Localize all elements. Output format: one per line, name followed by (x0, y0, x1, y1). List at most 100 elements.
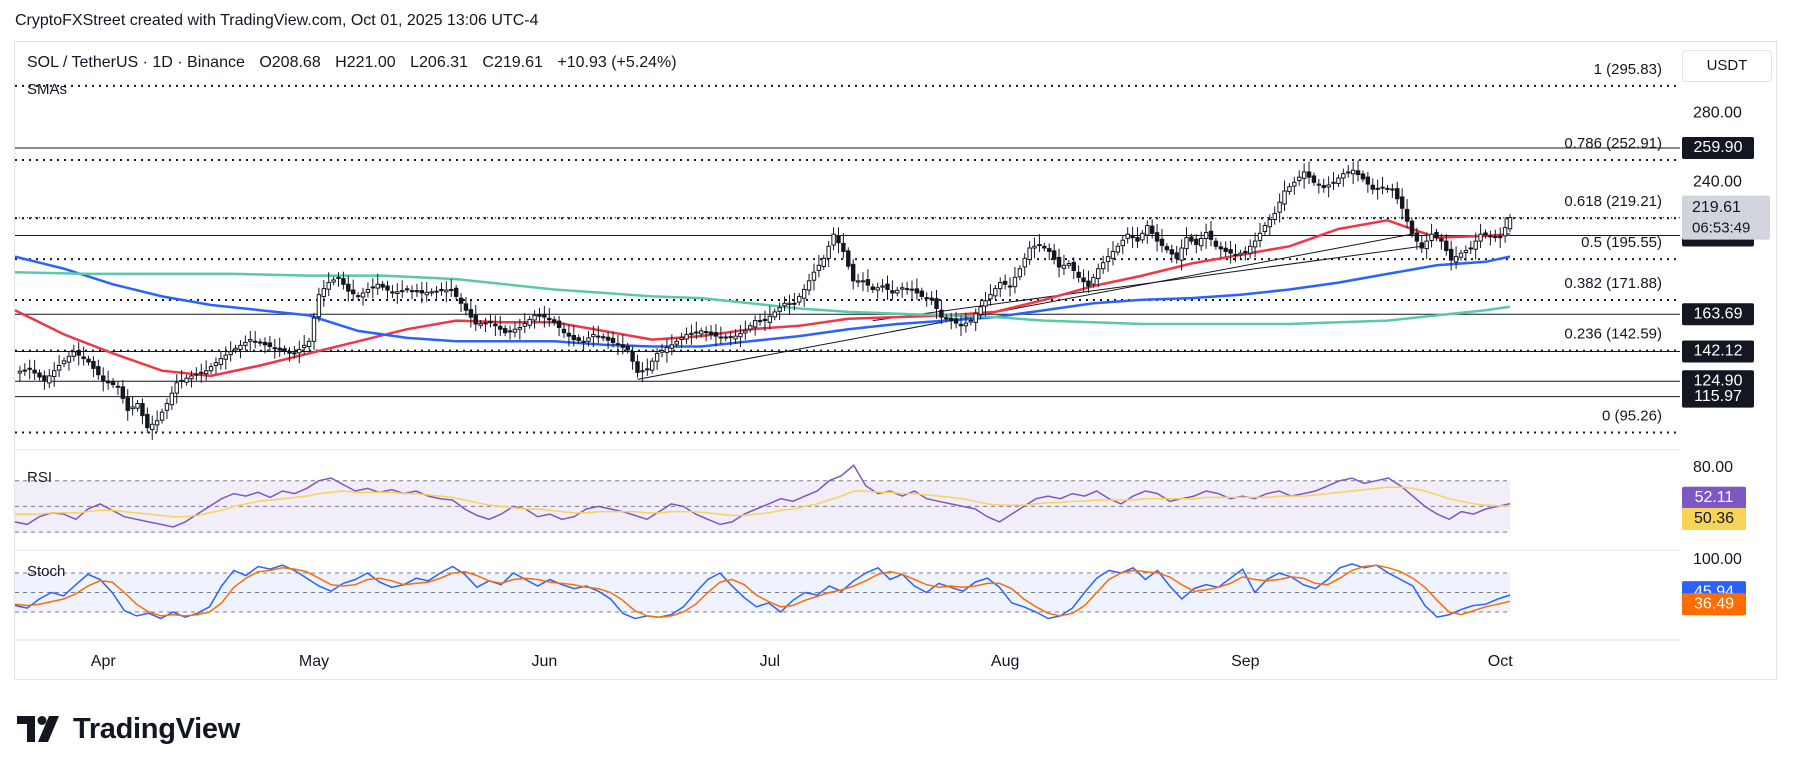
candle-body (326, 282, 331, 290)
candle-body (674, 340, 679, 345)
candle-body (468, 309, 474, 318)
candle-body (91, 360, 96, 369)
candle-body (331, 279, 336, 283)
indicator-label-rsi[interactable]: RSI (27, 469, 53, 486)
candle-body (267, 342, 273, 347)
candle-body (1473, 240, 1478, 250)
candle-body (1252, 240, 1258, 248)
candle-body (1326, 184, 1331, 188)
last-price-label: 219.61 (1692, 199, 1741, 216)
candle-body (1414, 232, 1420, 242)
candle-body (615, 343, 621, 346)
candle-body (1017, 268, 1023, 278)
candle-body (390, 291, 395, 294)
candle-body (645, 368, 650, 371)
rsi-value-badge (1682, 486, 1746, 509)
candle-body (522, 322, 527, 327)
candle-body (1360, 173, 1366, 180)
candle-body (1194, 238, 1199, 246)
candle-body (512, 328, 518, 333)
candle-body (365, 288, 371, 293)
ohlc-change: +10.93 (+5.24%) (557, 54, 677, 71)
candle-body (252, 340, 258, 343)
candle-body (801, 288, 807, 299)
indicator-label-sma[interactable]: SMAs (27, 81, 68, 98)
candle-body (1336, 177, 1341, 185)
candle-body (145, 413, 150, 429)
candle-body (1071, 261, 1076, 271)
chart-credit: CryptoFXStreet created with TradingView.… (15, 12, 539, 29)
candle-body (483, 322, 488, 325)
candle-body (1159, 238, 1165, 246)
x-axis-month-label: May (299, 653, 329, 670)
candle-body (135, 403, 140, 409)
candle-body (816, 264, 822, 271)
candle-body (1105, 256, 1111, 262)
candle-body (895, 289, 900, 294)
candle-body (850, 263, 856, 282)
candle-body (904, 288, 910, 291)
level-badge[interactable] (1682, 303, 1754, 326)
candle-body (635, 361, 640, 373)
candle-body (1493, 236, 1498, 239)
candle-body (1404, 208, 1410, 222)
level-badge[interactable] (1682, 136, 1754, 159)
candle-body (1282, 190, 1287, 205)
candle-body (551, 319, 557, 323)
fib-level-label: 0.382 (171.88) (1564, 275, 1662, 292)
candle-body (826, 245, 831, 259)
price-axis-tick: 280.00 (1693, 104, 1742, 121)
candle-body (375, 283, 380, 289)
candle-body (860, 280, 866, 283)
candle-body (547, 317, 552, 321)
candle-body (703, 331, 709, 334)
candle-body (1208, 230, 1214, 240)
level-badge[interactable] (1682, 340, 1754, 363)
candle-body (1120, 239, 1125, 247)
candle-body (743, 330, 748, 334)
candle-body (248, 339, 253, 342)
candle-body (561, 328, 567, 334)
candle-body (208, 366, 214, 372)
sma-line-3 (14, 270, 1511, 326)
candle-body (929, 297, 934, 301)
candle-body (292, 352, 297, 355)
symbol-pair[interactable]: SOL / TetherUS · 1D · Binance (27, 54, 245, 71)
x-axis-month-label: Jul (760, 653, 780, 670)
candle-body (625, 345, 630, 351)
candle-body (150, 423, 155, 431)
indicator-label-stoch[interactable]: Stoch (27, 563, 66, 580)
candle-body (689, 332, 694, 335)
last-price-badge[interactable] (1682, 195, 1770, 240)
candle-body (262, 341, 268, 346)
currency-button[interactable]: USDT (1682, 50, 1772, 82)
chart-frame (14, 41, 1777, 680)
candle-body (944, 317, 949, 320)
candle-body (762, 318, 768, 322)
candle-body (924, 297, 929, 300)
fib-level-label: 0.236 (142.59) (1564, 326, 1662, 343)
candle-body (821, 257, 826, 267)
level-badge[interactable] (1682, 385, 1754, 408)
candle-body (1169, 249, 1175, 255)
candle-body (385, 285, 390, 291)
candle-body (1125, 233, 1130, 239)
candle-body (1032, 245, 1037, 249)
rsi-line (14, 464, 1511, 528)
candle-body (1331, 181, 1336, 184)
candle-body (1507, 217, 1513, 230)
fib-level-label: 0 (95.26) (1602, 407, 1662, 424)
candle-body (218, 358, 224, 365)
tradingview-logo[interactable]: TradingView (17, 713, 240, 745)
candle-body (679, 337, 684, 340)
candle-body (1395, 188, 1400, 200)
candle-body (130, 406, 135, 410)
candle-body (684, 333, 689, 340)
candle-body (1468, 247, 1474, 250)
candle-body (1355, 170, 1361, 176)
candle-body (1380, 186, 1385, 189)
candle-body (507, 330, 513, 333)
candle-body (664, 347, 670, 353)
candle-body (532, 314, 537, 321)
